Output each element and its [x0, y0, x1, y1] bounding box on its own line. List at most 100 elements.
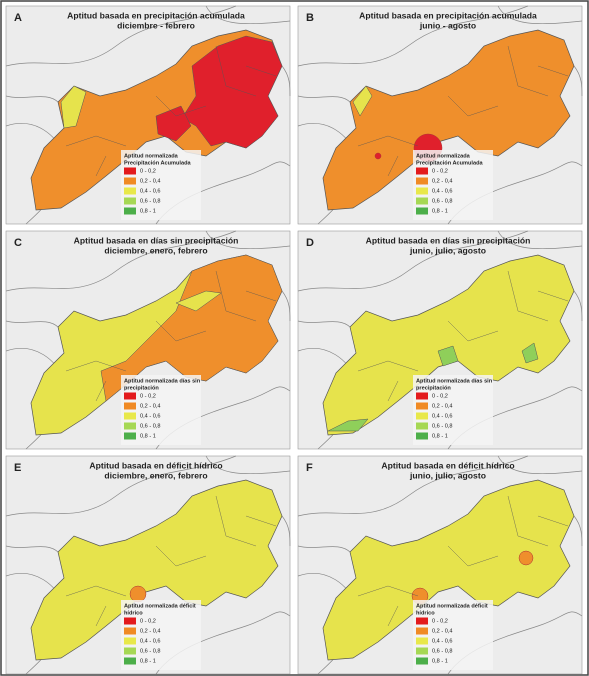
panel-title: diciembre, enero, febrero	[104, 470, 207, 480]
boundary-line	[497, 5, 583, 25]
legend-title: hídrico	[416, 610, 435, 616]
legend-title: Aptitud normalizada déficit	[416, 603, 488, 609]
legend-title: precipitación	[124, 385, 159, 391]
municipal-boundary	[215, 45, 257, 97]
zone	[60, 85, 87, 129]
legend-label: 0,2 - 0,4	[432, 178, 453, 184]
legend-swatch	[124, 207, 136, 215]
legend-label: 0,2 - 0,4	[140, 403, 161, 409]
legend-swatch	[124, 627, 136, 635]
municipal-boundary	[537, 515, 569, 527]
municipal-boundary	[447, 95, 499, 117]
municipal-boundary	[507, 45, 549, 97]
boundary-line	[281, 290, 291, 322]
legend-title: Aptitud normalizada días sin	[124, 378, 201, 384]
map-panel: F Aptitud basada en déficit hídricojunio,…	[297, 455, 583, 675]
panel-title: diciembre - febrero	[117, 20, 195, 30]
boundary-line	[5, 320, 59, 328]
municipal-boundary	[95, 380, 107, 402]
map-panel: E Aptitud basada en déficit hídricodiciem…	[5, 455, 291, 675]
legend-title: Precipitación Acumulada	[416, 160, 484, 166]
legend-title: precipitación	[416, 385, 451, 391]
boundary-line	[297, 455, 529, 517]
municipal-boundary	[155, 95, 207, 117]
legend-label: 0 - 0,2	[432, 393, 448, 399]
legend-label: 0,8 - 1	[140, 208, 156, 214]
legend-label: 0,6 - 0,8	[140, 423, 161, 429]
map-panel: C Aptitud basada en días sin precipitació…	[5, 230, 291, 450]
legend-label: 0,4 - 0,6	[140, 413, 161, 419]
legend-swatch	[124, 402, 136, 410]
legend-label: 0 - 0,2	[432, 168, 448, 174]
legend-swatch	[124, 637, 136, 645]
zone	[352, 85, 373, 117]
legend-swatch	[416, 392, 428, 400]
boundary-line	[205, 5, 291, 25]
legend-swatch	[416, 657, 428, 665]
legend-title: Aptitud normalizada	[416, 153, 471, 159]
study-region	[322, 479, 575, 661]
municipal-boundary	[65, 585, 127, 597]
legend-label: 0,4 - 0,6	[140, 638, 161, 644]
boundary-line	[5, 95, 59, 103]
legend-label: 0,6 - 0,8	[432, 423, 453, 429]
legend-swatch	[124, 412, 136, 420]
legend-swatch	[124, 657, 136, 665]
municipal-boundary	[387, 380, 399, 402]
legend-title: Aptitud normalizada	[124, 153, 179, 159]
legend-swatch	[124, 392, 136, 400]
panel-letter: F	[306, 462, 313, 474]
boundary-line	[5, 455, 237, 517]
boundary-line	[281, 515, 291, 547]
municipal-boundary	[155, 320, 207, 342]
legend-label: 0 - 0,2	[140, 618, 156, 624]
legend-label: 0,6 - 0,8	[432, 648, 453, 654]
municipal-boundary	[65, 135, 127, 147]
zone	[521, 342, 539, 364]
legend-label: 0,4 - 0,6	[432, 638, 453, 644]
municipal-boundary	[447, 320, 499, 342]
legend-title: Aptitud normalizada déficit	[124, 603, 196, 609]
legend-swatch	[416, 617, 428, 625]
legend-swatch	[124, 432, 136, 440]
legend-swatch	[416, 207, 428, 215]
municipal-boundary	[507, 495, 549, 547]
legend-label: 0,6 - 0,8	[140, 198, 161, 204]
boundary-line	[297, 95, 351, 103]
legend-swatch	[416, 637, 428, 645]
map-panel: D Aptitud basada en días sin precipitació…	[297, 230, 583, 450]
panel-title: junio, julio, agosto	[409, 245, 486, 255]
legend-swatch	[416, 627, 428, 635]
legend-title: Precipitación Acumulada	[124, 160, 192, 166]
panel-title: Aptitud basada en días sin precipitación	[74, 235, 239, 245]
panel-letter: C	[14, 237, 22, 249]
legend-label: 0,8 - 1	[432, 658, 448, 664]
legend-swatch	[124, 177, 136, 185]
panel-letter: D	[306, 237, 314, 249]
legend-label: 0,8 - 1	[432, 208, 448, 214]
legend-label: 0 - 0,2	[432, 618, 448, 624]
legend-swatch	[416, 187, 428, 195]
legend-title: Aptitud normalizada días sin	[416, 378, 493, 384]
boundary-line	[497, 230, 583, 250]
municipal-boundary	[65, 360, 127, 372]
boundary-line	[205, 455, 291, 475]
municipal-boundary	[387, 605, 399, 627]
legend-label: 0,4 - 0,6	[432, 188, 453, 194]
municipal-boundary	[357, 135, 419, 147]
boundary-line	[297, 545, 351, 553]
legend-label: 0,8 - 1	[140, 658, 156, 664]
legend-swatch	[416, 177, 428, 185]
municipal-boundary	[537, 65, 569, 77]
legend-label: 0,2 - 0,4	[140, 628, 161, 634]
panel-letter: B	[306, 12, 314, 24]
zone	[100, 254, 283, 402]
legend-swatch	[416, 432, 428, 440]
panel-title: diciembre, enero, febrero	[104, 245, 207, 255]
boundary-line	[281, 65, 291, 97]
map-panel: B Aptitud basada en precipitación acumula…	[297, 5, 583, 225]
panel-title: Aptitud basada en precipitación acumulad…	[67, 10, 245, 20]
boundary-line	[573, 515, 583, 547]
boundary-line	[297, 320, 351, 328]
municipal-boundary	[215, 270, 257, 322]
